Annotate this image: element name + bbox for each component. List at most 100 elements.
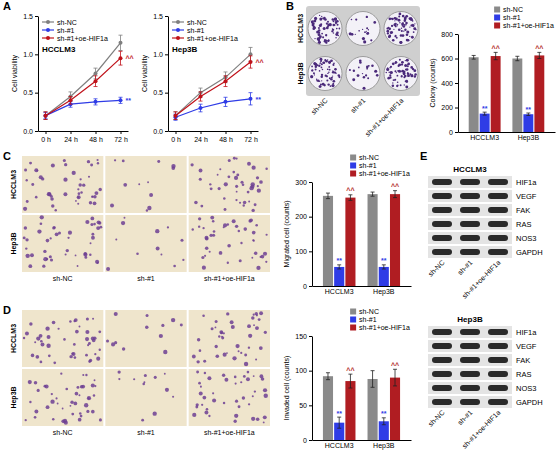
line-chart: 0.00.51.01.50 h24 h48 h72 hCell viabilit… [11,13,134,143]
colony [319,70,321,72]
cell [199,178,202,181]
colony [358,67,360,69]
tick-label: 400 [441,80,453,87]
cell [63,192,67,196]
cell [196,371,199,374]
column-label: sh-NC [53,429,73,436]
tick: 0.0 [153,128,168,135]
error-bar [371,192,375,196]
colony [319,18,322,21]
cell [122,347,125,350]
band [460,207,480,213]
cell [239,259,242,262]
colony [397,24,398,25]
colony [313,19,316,22]
tick-mark [309,440,312,441]
cell [238,350,240,352]
colony [311,66,313,68]
colony [321,67,323,69]
cell [142,383,145,386]
bar [534,55,544,132]
tick-mark [165,16,168,17]
tick-mark [165,93,168,94]
cell [94,379,96,381]
cell [256,266,260,270]
row-label: Hep3B [10,386,18,408]
cell [85,354,88,357]
cell [209,183,211,185]
tick: 1.5 [23,13,38,20]
micrograph [22,310,103,367]
cell [31,183,34,186]
colony [404,84,405,85]
cell [248,201,250,203]
cell [248,347,250,349]
cell [97,159,99,161]
colony [321,60,322,61]
colony [368,65,370,67]
micrograph [189,310,270,367]
colony [409,17,412,20]
cell [215,354,219,358]
cell [249,219,253,223]
cell [80,385,84,389]
colony [390,71,393,74]
tick: 600 [441,55,458,62]
colony [392,82,393,83]
colony [332,24,335,27]
blot-strip [428,204,512,216]
cell [207,376,211,380]
colony [399,41,402,44]
colony [315,64,317,66]
cell [197,338,200,341]
row-label: Hep3B [297,62,305,84]
band [460,399,480,405]
error-bar [224,76,228,87]
tick-label: 48 h [219,136,233,143]
colony [412,74,413,75]
cell [138,183,140,185]
cell [221,336,224,339]
legend-label: sh-#1 [187,27,205,34]
colony [407,73,409,75]
cell [259,346,263,350]
cell [63,159,66,162]
colony [396,37,398,39]
legend-swatch [176,36,180,40]
cell [43,250,46,253]
protein-label: HIF1a [516,178,537,187]
colony [364,31,366,33]
cell [77,195,81,199]
cell [160,254,162,256]
cell [62,408,64,410]
cell [215,326,217,328]
row-label: HCCLM3 [10,170,17,199]
cell [247,324,251,328]
tick: 100 [295,248,312,255]
cell [77,188,79,190]
cell [227,175,230,178]
cell [167,226,169,228]
data-point [94,72,98,76]
tick-label: 24 h [64,136,78,143]
colony [333,64,335,66]
colony [371,64,374,67]
colony [328,66,330,68]
colony [335,33,338,36]
legend-swatch [350,163,356,169]
cell [99,418,102,421]
tick: Hep3B [518,132,540,142]
cell [122,160,125,163]
tick: 100 [295,367,312,374]
panel-letter: C [3,150,11,162]
cell [164,373,166,375]
colony [412,25,414,27]
cell [90,223,93,226]
colony [331,77,333,79]
cell [49,255,52,258]
colony [362,73,363,74]
colony [405,80,408,83]
cell [25,247,27,249]
band [460,357,480,363]
tick-mark [309,182,312,183]
